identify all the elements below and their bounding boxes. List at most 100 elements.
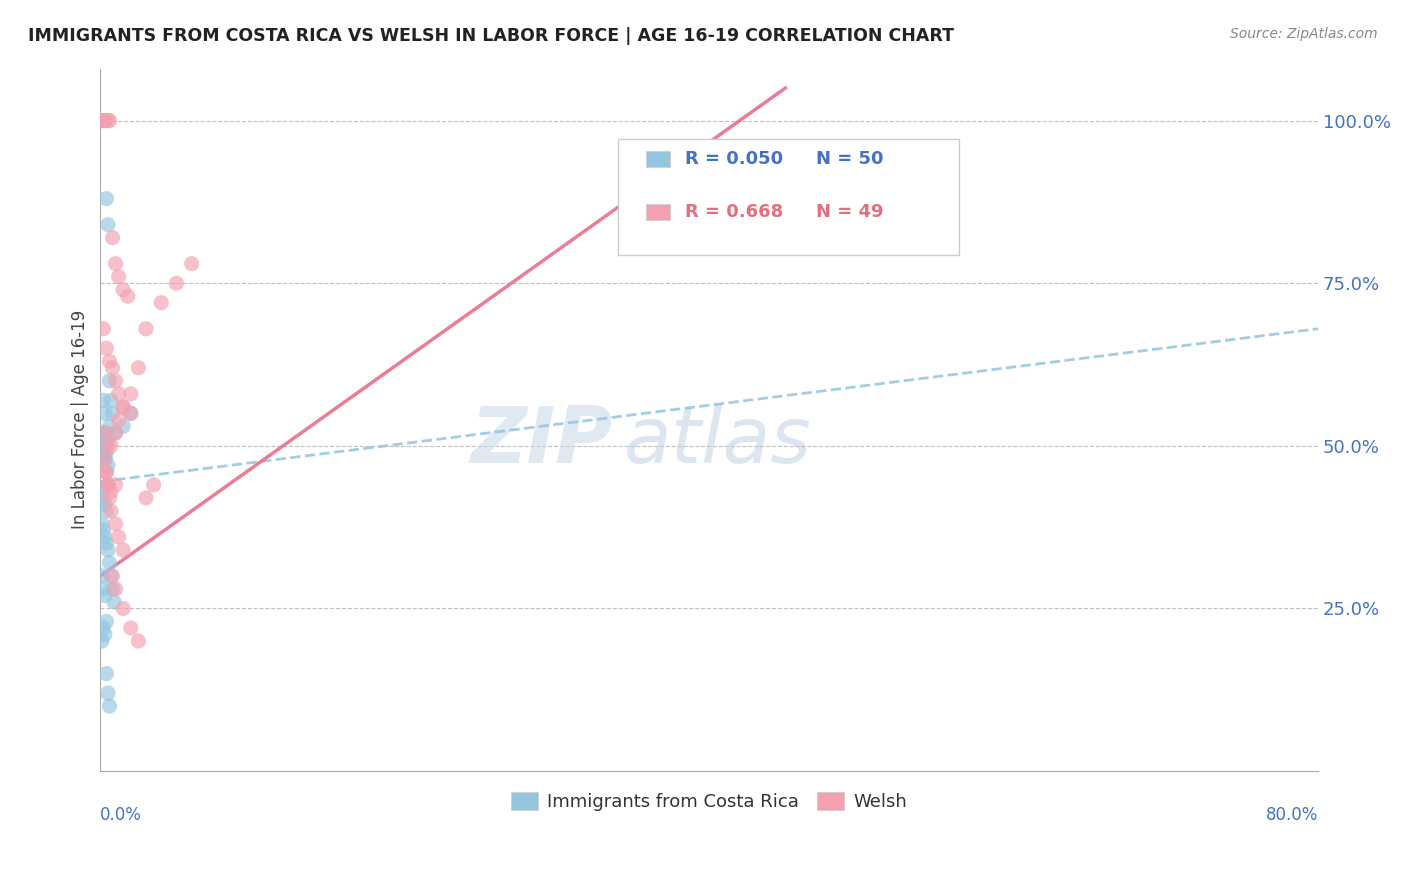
Point [96,504,118,518]
Point [94,113,117,128]
Point [107,269,129,284]
Text: atlas: atlas [624,403,811,479]
Point [96,465,118,479]
Text: N = 49: N = 49 [817,202,884,221]
Point [94,589,117,603]
FancyBboxPatch shape [645,152,671,167]
Point [96,536,118,550]
Point [98,113,121,128]
Point [94,451,117,466]
Point [100,393,122,408]
Point [101,569,124,583]
Point [112,419,135,434]
Point [96,425,118,440]
Text: 80.0%: 80.0% [1265,806,1319,824]
Point [93,322,115,336]
Point [93,445,115,459]
Point [90,439,112,453]
Point [94,497,117,511]
Text: Source: ZipAtlas.com: Source: ZipAtlas.com [1230,27,1378,41]
Text: R = 0.668: R = 0.668 [685,202,783,221]
Point [104,478,127,492]
Point [100,569,122,583]
Point [104,516,127,531]
Point [100,504,122,518]
Point [150,295,173,310]
Point [93,621,115,635]
Point [135,491,157,505]
Point [107,386,129,401]
Point [97,218,120,232]
Legend: Immigrants from Costa Rica, Welsh: Immigrants from Costa Rica, Welsh [505,785,914,818]
Point [94,406,117,420]
Text: ZIP: ZIP [470,403,612,479]
Y-axis label: In Labor Force | Age 16-19: In Labor Force | Age 16-19 [72,310,89,530]
Point [98,354,121,368]
Point [135,322,157,336]
Point [117,289,139,303]
Point [97,478,120,492]
Point [112,283,135,297]
Point [100,439,122,453]
Point [104,425,127,440]
Point [104,374,127,388]
Point [94,439,117,453]
Point [94,465,117,479]
Point [127,634,149,648]
Point [97,113,120,128]
Point [90,113,112,128]
Point [90,439,112,453]
Point [107,530,129,544]
Point [98,556,121,570]
FancyBboxPatch shape [645,204,671,219]
Text: R = 0.050: R = 0.050 [685,150,783,169]
Point [93,491,115,505]
Point [97,478,120,492]
Point [112,601,135,615]
Point [97,686,120,700]
Point [100,484,122,499]
Text: IMMIGRANTS FROM COSTA RICA VS WELSH IN LABOR FORCE | AGE 16-19 CORRELATION CHART: IMMIGRANTS FROM COSTA RICA VS WELSH IN L… [28,27,955,45]
Point [96,666,118,681]
Point [98,699,121,714]
Point [142,478,165,492]
Point [120,406,142,420]
Point [180,257,202,271]
Point [120,406,142,420]
FancyBboxPatch shape [617,139,959,255]
Point [127,360,149,375]
Point [93,113,115,128]
Point [96,341,118,355]
Point [94,530,117,544]
Point [101,360,124,375]
Point [90,569,112,583]
Point [98,491,121,505]
Point [97,439,120,453]
Point [97,458,120,473]
Point [93,582,115,596]
Point [101,230,124,244]
Point [112,400,135,414]
Point [101,582,124,596]
Point [96,615,118,629]
Point [166,276,188,290]
Point [93,393,115,408]
Point [101,406,124,420]
Text: 0.0%: 0.0% [100,806,142,824]
Point [96,465,118,479]
Point [90,516,112,531]
Point [90,634,112,648]
Point [120,621,142,635]
Point [93,524,115,538]
Point [96,192,118,206]
Point [93,425,115,440]
Point [98,374,121,388]
Point [94,425,117,440]
Point [107,413,129,427]
Point [94,451,117,466]
Text: N = 50: N = 50 [817,150,884,169]
Point [97,478,120,492]
Point [120,386,142,401]
Point [94,627,117,641]
Point [96,445,118,459]
